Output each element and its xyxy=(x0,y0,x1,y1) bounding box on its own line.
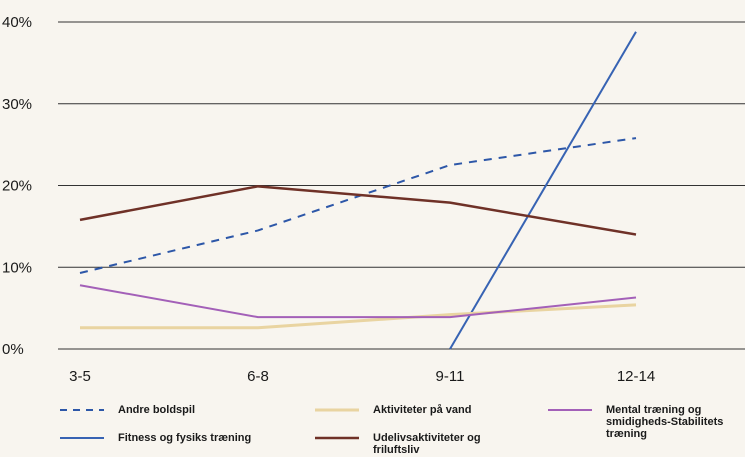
y-tick-label: 10% xyxy=(2,259,32,276)
y-tick-label: 20% xyxy=(2,178,32,195)
x-tick-label: 6-8 xyxy=(247,368,269,385)
series-line-0 xyxy=(79,137,637,274)
y-tick-label: 0% xyxy=(2,341,24,358)
legend-swatch xyxy=(58,432,104,444)
legend-item-udelivsaktiviteter: Udelivsaktiviteter og friluftsliv xyxy=(313,432,513,456)
y-tick-label: 30% xyxy=(2,96,32,113)
legend: Andre boldspil Fitness og fysiks træning… xyxy=(58,396,745,457)
legend-item-aktiviteter-paa-vand: Aktiviteter på vand xyxy=(313,404,471,416)
series-line-4 xyxy=(79,284,637,319)
series-lines xyxy=(79,31,637,350)
legend-item-mental-traening: Mental træning og smidigheds-Stabilitets… xyxy=(546,404,745,440)
legend-item-fitness: Fitness og fysiks træning xyxy=(58,432,251,444)
legend-swatch xyxy=(546,404,592,416)
legend-swatch xyxy=(313,432,359,444)
x-axis-ticks: 3-5 6-8 9-11 12-14 xyxy=(69,368,655,385)
x-tick-label: 9-11 xyxy=(436,368,465,385)
y-tick-label: 40% xyxy=(2,14,32,31)
legend-label: Aktiviteter på vand xyxy=(373,404,472,416)
x-tick-label: 12-14 xyxy=(617,368,655,385)
legend-swatch xyxy=(58,404,104,416)
legend-label: Andre boldspil xyxy=(118,404,195,416)
y-axis-ticks: 0% 10% 20% 30% 40% xyxy=(2,14,32,358)
x-tick-label: 3-5 xyxy=(69,368,91,385)
series-line-2 xyxy=(80,303,637,330)
legend-label: Fitness og fysiks træning xyxy=(118,432,252,444)
gridlines xyxy=(58,21,745,350)
series-line-3 xyxy=(79,185,637,236)
legend-label: Mental træning og smidigheds-Stabilitets… xyxy=(606,404,724,440)
legend-swatch xyxy=(313,404,359,416)
series-line-1 xyxy=(449,31,637,350)
legend-item-andre-boldspil: Andre boldspil xyxy=(58,404,195,416)
legend-label: Udelivsaktiviteter og friluftsliv xyxy=(373,432,481,456)
